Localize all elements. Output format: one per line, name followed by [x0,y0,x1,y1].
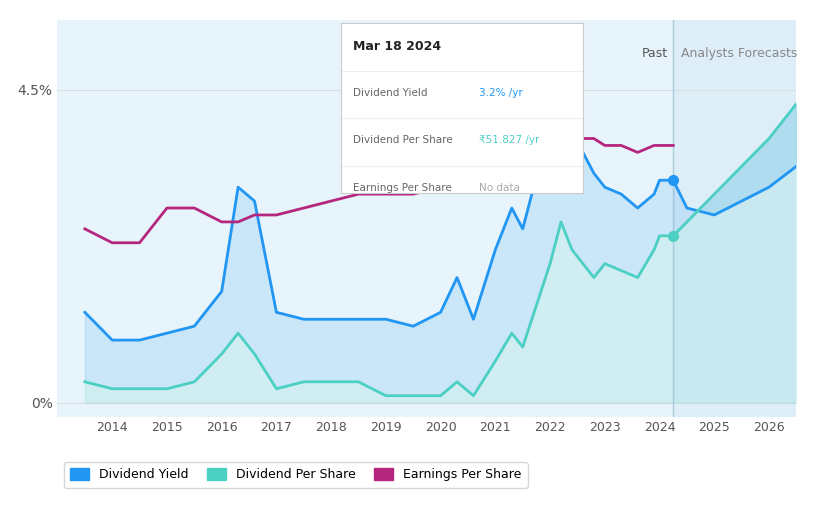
Bar [57,20,673,417]
Text: ₹51.827 /yr: ₹51.827 /yr [479,135,539,145]
Bar [673,20,796,417]
Text: Earnings Per Share: Earnings Per Share [353,183,452,193]
Text: No data: No data [479,183,520,193]
Text: 3.2% /yr: 3.2% /yr [479,87,522,98]
Text: Past: Past [642,47,667,60]
Text: Analysts Forecasts: Analysts Forecasts [681,47,798,60]
Legend: Dividend Yield, Dividend Per Share, Earnings Per Share: Dividend Yield, Dividend Per Share, Earn… [64,462,528,488]
Text: Dividend Per Share: Dividend Per Share [353,135,452,145]
Text: Dividend Yield: Dividend Yield [353,87,427,98]
Text: Mar 18 2024: Mar 18 2024 [353,40,441,53]
